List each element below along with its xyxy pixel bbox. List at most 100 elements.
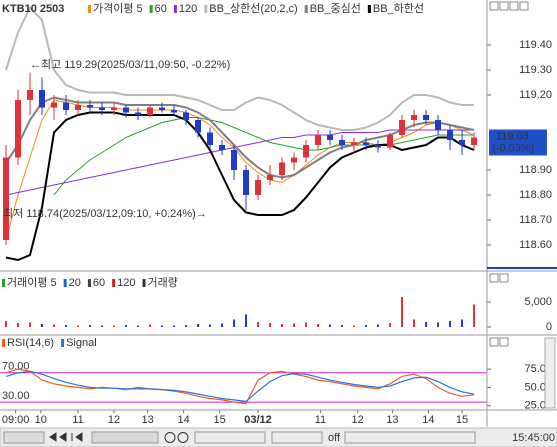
y-tick-label: 119.40 [519, 39, 552, 51]
panel-icon[interactable] [489, 337, 499, 347]
candle-body [51, 102, 58, 108]
scroll-button[interactable] [3, 431, 45, 444]
x-tick-label: 11 [315, 414, 326, 426]
candle-body [471, 137, 478, 145]
panel-icon[interactable] [499, 273, 509, 283]
volume-bar [149, 324, 152, 327]
toolbar: off 15:45:00 [0, 427, 557, 447]
candle-body [123, 107, 130, 113]
volume-bar [185, 325, 188, 327]
volume-bar [449, 321, 452, 327]
legend-swatch [88, 5, 91, 13]
scrollbar[interactable] [91, 431, 159, 444]
panel-icon[interactable] [519, 1, 529, 11]
indicator-line [5, 5, 474, 131]
indicator-line [53, 117, 474, 196]
candle-body [399, 120, 406, 135]
x-tick-label: 13 [386, 414, 398, 426]
legend-swatch [149, 5, 153, 13]
candle-body [459, 140, 466, 145]
volume-bar [437, 322, 440, 327]
candle-body [435, 120, 442, 130]
candle-body [423, 115, 430, 120]
y-tick-label: 119.30 [519, 64, 552, 76]
volume-bar [413, 319, 416, 327]
volume-bar [89, 325, 92, 327]
candle-body [351, 142, 358, 145]
legend-label: 거래이평 5 [7, 276, 57, 289]
volume-bar [365, 325, 368, 327]
volume-bar [77, 325, 80, 327]
candle-body [207, 132, 214, 145]
legend-label: BB_중심선 [310, 2, 361, 15]
volume-bar [29, 322, 32, 327]
volume-bar [389, 323, 392, 327]
legend-label: 거래량 [148, 276, 178, 289]
panel-icon[interactable] [489, 1, 499, 11]
candle-body [231, 150, 238, 170]
candle-body [3, 157, 10, 240]
volume-bar [461, 319, 464, 327]
panel-icon[interactable] [499, 337, 509, 347]
tool-buttons[interactable] [344, 431, 476, 444]
y-tick-label: 118.80 [519, 189, 552, 201]
level-label: 30.00 [2, 390, 30, 402]
x-tick-label: 10 [35, 414, 47, 426]
candle-body [267, 175, 274, 180]
x-tick-label: 12 [108, 414, 120, 426]
zoom-in[interactable] [177, 432, 189, 443]
volume-bar [257, 322, 260, 327]
candle-body [315, 135, 322, 145]
frame [0, 0, 557, 427]
tool-buttons[interactable] [194, 431, 266, 444]
panel-icon[interactable] [499, 1, 509, 11]
candle-body [387, 135, 394, 148]
candle-body [411, 115, 418, 120]
candle-body [303, 145, 310, 158]
volume-bar [161, 325, 164, 327]
scrollbar[interactable] [544, 337, 556, 409]
legend-swatch [87, 279, 91, 287]
volume-bar [341, 325, 344, 327]
volume-bar [101, 325, 104, 327]
volume-bar [137, 325, 140, 327]
candle-body [255, 180, 262, 195]
tool-buttons[interactable] [271, 431, 323, 444]
y-tick-label: 118.70 [519, 214, 552, 226]
nav-buttons[interactable] [49, 432, 83, 442]
annotation: 최저 118.74(2025/03/12,09:10, +0.24%)→ [3, 207, 207, 220]
candle-body [363, 142, 370, 145]
volume-bar [269, 323, 272, 327]
volume-bar [221, 323, 224, 327]
candle-body [447, 130, 454, 140]
x-tick-label: 11 [72, 414, 83, 426]
panel-icon[interactable] [509, 1, 519, 11]
chart-title: KTB10 2503 [2, 3, 64, 15]
volume-bar [425, 322, 428, 327]
legend-label: 가격이평 5 [93, 2, 143, 15]
legend-label: 60 [155, 3, 167, 15]
toolbar-bg [0, 427, 557, 447]
legend-swatch [2, 339, 5, 347]
candle-body [15, 100, 22, 158]
legend-label: 120 [117, 277, 135, 289]
legend-swatch [112, 279, 116, 287]
candle-body [27, 90, 34, 100]
toggle-label[interactable]: off [328, 432, 341, 444]
panel-icon[interactable] [489, 273, 499, 283]
candle-body [339, 140, 346, 145]
legend-label: Signal [66, 337, 97, 349]
volume-bar [401, 297, 404, 327]
legend-label: BB_상한선(20,2,c) [209, 2, 297, 15]
indicator-line [5, 99, 475, 241]
legend-label: BB_하한선 [373, 1, 424, 15]
legend-swatch [142, 279, 146, 287]
legend-swatch [304, 5, 308, 13]
x-tick-label: 15 [213, 414, 225, 426]
legend-label: RSI(14,6) [7, 337, 54, 349]
zoom-out[interactable] [164, 432, 176, 443]
volume-bar [473, 304, 476, 327]
volume-bar [377, 324, 380, 327]
volume-bar [293, 323, 296, 327]
volume-bar [53, 324, 56, 327]
